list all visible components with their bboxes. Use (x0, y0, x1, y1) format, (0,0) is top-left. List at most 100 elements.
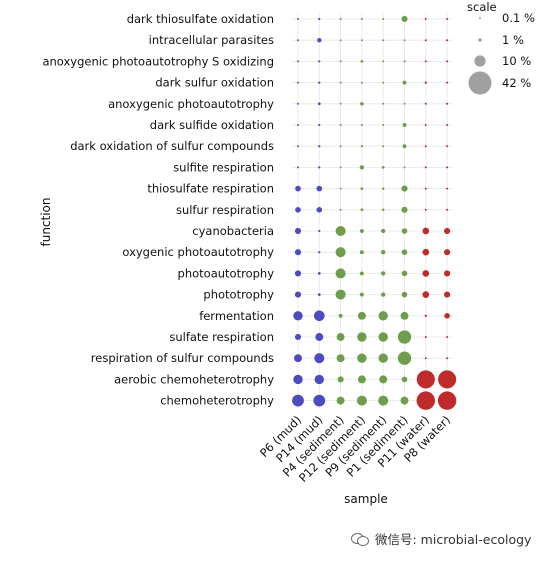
data-point (316, 206, 323, 213)
data-point (318, 229, 321, 233)
data-point (339, 166, 342, 169)
data-point (381, 292, 386, 297)
data-point (424, 124, 427, 126)
data-point (446, 102, 449, 105)
data-point (359, 165, 365, 170)
function-label: sulfite respiration (173, 160, 274, 174)
data-points (292, 15, 457, 410)
data-point (297, 166, 299, 169)
data-point (382, 102, 385, 105)
data-point (335, 268, 346, 279)
data-point (401, 206, 408, 213)
data-point (293, 374, 303, 385)
data-point (446, 81, 449, 84)
data-point (401, 270, 408, 277)
data-point (438, 370, 457, 389)
function-label: fermentation (199, 309, 274, 323)
data-point (339, 187, 342, 190)
data-point (424, 145, 427, 148)
function-label: respiration of sulfur compounds (91, 351, 274, 365)
data-point (339, 81, 342, 84)
data-point (446, 39, 449, 42)
data-point (315, 333, 324, 341)
function-label: dark thiosulfate oxidation (127, 12, 274, 26)
data-point (335, 289, 346, 300)
data-point (402, 80, 407, 85)
data-point (378, 395, 389, 406)
data-point (314, 353, 325, 364)
data-point (314, 374, 324, 385)
data-point (294, 333, 302, 341)
data-point (335, 247, 346, 258)
data-point (381, 208, 385, 212)
data-point (313, 394, 326, 407)
data-point (424, 39, 427, 42)
function-label: aerobic chemoheterotrophy (114, 372, 274, 386)
data-point (338, 313, 343, 318)
data-point (424, 81, 427, 84)
legend-marker (468, 71, 492, 95)
data-point (359, 229, 364, 233)
data-point (360, 39, 363, 42)
data-point (444, 291, 451, 298)
data-point (382, 60, 385, 63)
function-label: photoautotrophy (178, 266, 275, 280)
legend-label: 0.1 % (502, 11, 535, 25)
data-point (317, 293, 321, 296)
data-point (313, 310, 325, 322)
data-point (446, 145, 449, 148)
data-point (382, 18, 385, 20)
data-point (444, 312, 450, 319)
data-point (318, 166, 321, 169)
data-point (317, 272, 321, 275)
data-point (316, 185, 323, 192)
data-point (336, 396, 345, 405)
function-label: thiosulfate respiration (147, 182, 274, 196)
function-label: chemoheterotrophy (160, 394, 274, 408)
function-label: anoxygenic photoautotrophy (108, 97, 274, 111)
data-point (401, 249, 408, 256)
data-point (359, 271, 364, 276)
data-point (335, 225, 346, 237)
data-point (360, 60, 364, 63)
data-point (437, 391, 457, 410)
data-point (295, 185, 301, 192)
function-label: dark sulfur oxidation (155, 76, 274, 90)
data-point (294, 270, 302, 277)
data-point (401, 185, 408, 192)
watermark: 微信号: microbial-ecology (351, 529, 531, 548)
data-point (403, 102, 406, 105)
function-label: intracellular parasites (149, 33, 274, 47)
data-point (297, 145, 299, 148)
data-point (294, 227, 302, 235)
data-point (294, 354, 302, 363)
data-point (400, 396, 409, 405)
data-point (444, 270, 451, 277)
data-point (297, 39, 299, 42)
data-point (444, 227, 451, 235)
data-point (422, 248, 430, 256)
data-point (356, 395, 367, 406)
data-point (424, 166, 427, 169)
data-point (422, 227, 430, 235)
function-label: cyanobacteria (192, 224, 274, 238)
function-labels: dark thiosulfate oxidation intracellular … (42, 12, 274, 408)
data-point (403, 60, 406, 63)
y-axis-title: function (39, 197, 53, 246)
legend-label: 1 % (502, 33, 524, 47)
data-point (359, 292, 364, 297)
data-point (424, 60, 427, 63)
data-point (297, 18, 299, 20)
data-point (360, 18, 363, 20)
data-point (297, 60, 299, 63)
data-point (402, 144, 407, 149)
legend-label: 10 % (502, 54, 531, 68)
data-point (446, 208, 449, 211)
data-point (357, 375, 366, 384)
data-point (339, 60, 342, 63)
data-point (339, 208, 342, 211)
data-point (401, 228, 408, 234)
data-point (446, 60, 449, 63)
data-point (446, 357, 449, 360)
sample-labels: P6 (mud)P14 (mud)P4 (sediment)P12 (sedim… (257, 413, 453, 485)
